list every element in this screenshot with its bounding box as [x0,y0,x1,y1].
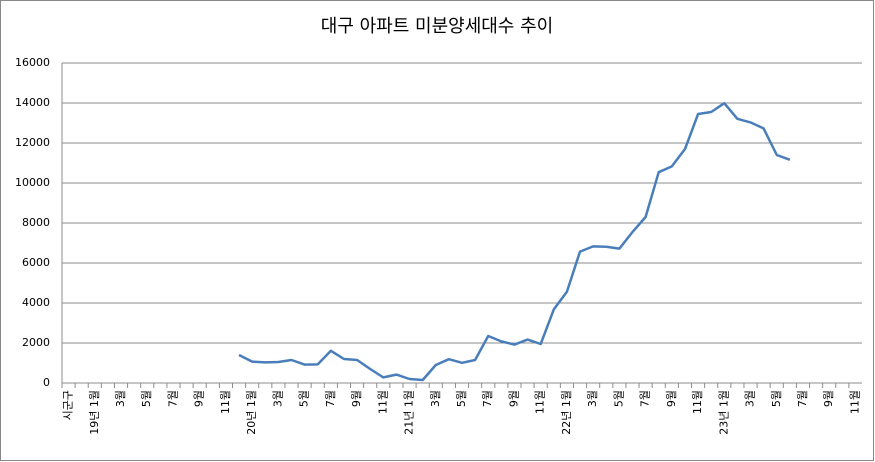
x-tick-label: 7월 [324,390,337,407]
y-tick-label: 2000 [22,336,50,349]
x-tick-label: 3월 [744,390,757,407]
y-tick-label: 16000 [15,56,50,69]
y-tick-label: 4000 [22,296,50,309]
x-tick-label: 9월 [350,390,363,407]
x-tick-label: 21년 1월 [403,390,416,435]
x-tick-label: 9월 [507,390,520,407]
data-line [238,101,791,382]
y-tick-label: 10000 [15,176,50,189]
x-tick-label: 9월 [665,390,678,407]
x-tick-label: 3월 [586,390,599,407]
x-tick-label: 9월 [822,390,835,407]
x-tick-label: 7월 [639,390,652,407]
x-tick-label: 5월 [140,390,153,407]
y-tick-label: 12000 [15,136,50,149]
y-tick-label: 0 [43,376,50,389]
x-tick-label: 11월 [534,390,547,414]
x-tick-label: 11월 [691,390,704,414]
x-tick-label: 5월 [298,390,311,407]
x-tick-label: 11월 [219,390,232,414]
y-tick-label: 14000 [15,96,50,109]
x-tick-label: 5월 [455,390,468,407]
x-tick-label: 11월 [848,390,861,414]
x-tick-label: 7월 [166,390,179,407]
x-tick-label: 3월 [271,390,284,407]
chart-title: 대구 아파트 미분양세대수 추이 [321,16,553,37]
y-tick-label: 6000 [22,256,50,269]
x-tick-label: 7월 [481,390,494,407]
x-tick-label: 3월 [429,390,442,407]
x-tick-label: 9월 [193,390,206,407]
x-tick-label: 시군구 [62,390,75,420]
x-tick-label: 23년 1월 [717,390,730,435]
x-tick-label: 11월 [376,390,389,414]
x-tick-label: 20년 1월 [245,390,258,435]
y-tick-label: 8000 [22,216,50,229]
x-tick-label: 5월 [612,390,625,407]
x-tick-label: 22년 1월 [560,390,573,435]
x-tick-label: 5월 [770,390,783,407]
x-tick-label: 7월 [796,390,809,407]
x-tick-label: 19년 1월 [88,390,101,435]
x-tick-label: 3월 [114,390,127,407]
